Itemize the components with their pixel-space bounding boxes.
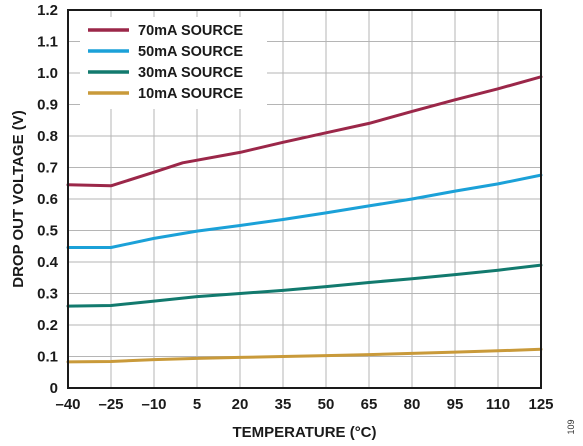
- x-tick-label: –25: [98, 396, 123, 413]
- x-tick-label: 20: [232, 396, 249, 413]
- x-tick-label: 35: [275, 396, 292, 413]
- y-tick-label: 0.3: [37, 286, 58, 303]
- y-tick-label: 0: [50, 380, 58, 397]
- y-tick-label: 0.7: [37, 160, 58, 177]
- x-tick-label: 50: [318, 396, 335, 413]
- y-tick-label: 0.1: [37, 349, 58, 366]
- x-tick-label: 125: [528, 396, 553, 413]
- series-line-3: [66, 347, 543, 364]
- x-tick-label: 110: [486, 396, 510, 413]
- y-tick-label: 0.8: [37, 128, 58, 145]
- series-line-2: [66, 263, 543, 308]
- plot-border: [67, 9, 542, 389]
- legend-label-0: 70mA SOURCE: [138, 23, 243, 39]
- series-lines: [66, 75, 543, 364]
- x-axis-label: TEMPERATURE (°C): [232, 424, 376, 441]
- x-tick-label: –40: [55, 396, 80, 413]
- y-tick-label: 1.0: [37, 65, 58, 82]
- x-tick-label: 65: [361, 396, 378, 413]
- series-line-1: [66, 173, 543, 249]
- legend-label-3: 10mA SOURCE: [138, 86, 243, 102]
- legend-label-1: 50mA SOURCE: [138, 44, 243, 60]
- x-tick-labels: –40 –25 –10 5 20 35 50 65 80 95 110 125: [55, 396, 553, 413]
- y-tick-label: 0.6: [37, 191, 58, 208]
- y-tick-label: 0.2: [37, 317, 58, 334]
- y-tick-label: 0.9: [37, 97, 58, 114]
- y-tick-labels: 0 0.1 0.2 0.3 0.4 0.5 0.6 0.7 0.8 0.9 1.0 1.1 1.2: [37, 2, 59, 397]
- series-line-0: [66, 75, 543, 188]
- y-tick-label: 1.1: [37, 34, 58, 51]
- y-axis-label: DROP OUT VOLTAGE (V): [10, 110, 27, 288]
- y-tick-label: 0.4: [37, 254, 59, 271]
- y-tick-label: 0.5: [37, 223, 58, 240]
- figure-id: 109: [566, 419, 576, 434]
- legend: 70mA SOURCE 50mA SOURCE 30mA SOURCE 10mA SO…: [80, 17, 267, 109]
- y-tick-label: 1.2: [37, 2, 58, 19]
- x-tick-label: 80: [404, 396, 421, 413]
- x-tick-label: 5: [193, 396, 201, 413]
- legend-label-2: 30mA SOURCE: [138, 65, 243, 81]
- x-tick-label: 95: [447, 396, 464, 413]
- x-tick-label: –10: [141, 396, 166, 413]
